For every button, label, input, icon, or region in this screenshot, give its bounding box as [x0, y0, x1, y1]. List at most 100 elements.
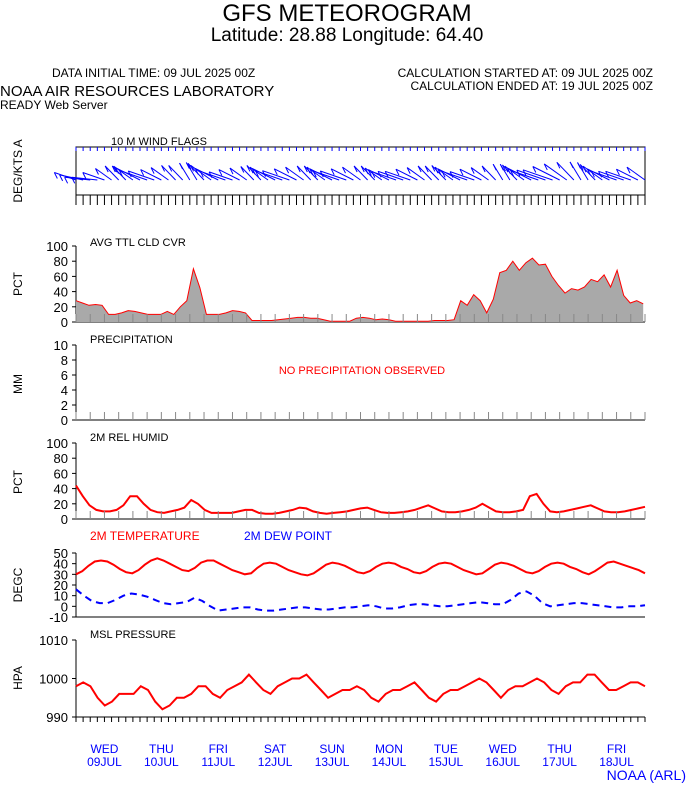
wind-barb-flag	[111, 165, 116, 173]
wind-barb-flag	[371, 171, 376, 178]
wind-barb-flag	[140, 169, 145, 176]
day-of-week-label: TUE	[434, 742, 458, 756]
wind-barb	[481, 165, 496, 181]
wind-barb	[417, 165, 432, 181]
day-of-week-label: WED	[90, 742, 118, 756]
wind-barb-flag	[582, 165, 587, 173]
wind-barb	[368, 169, 390, 181]
data-initial-time: DATA INITIAL TIME: 09 JUL 2025 00Z	[52, 66, 256, 80]
wind-panel-title: 10 M WIND FLAGS	[111, 136, 207, 148]
wind-barb	[431, 165, 447, 181]
date-label: 13JUL	[315, 755, 350, 769]
wind-barb-flag	[360, 165, 365, 173]
precip-panel-y-tick-label: 4	[61, 383, 68, 398]
wind-barb	[449, 171, 475, 181]
wind-barb	[330, 168, 354, 181]
wind-barb-flag	[208, 171, 213, 179]
wind-barb	[119, 169, 148, 181]
wind-barb-flag	[218, 169, 223, 176]
wind-barb	[274, 168, 297, 181]
wind-barb-flag	[179, 162, 183, 170]
temp-panel-y-tick-label: -10	[49, 610, 68, 625]
date-label: 09JUL	[87, 755, 122, 769]
dewpoint-line	[75, 588, 646, 612]
wind-barb	[240, 166, 255, 181]
precip-panel-y-tick-label: 8	[61, 353, 68, 368]
date-label: 12JUL	[258, 755, 293, 769]
wind-barb-flag	[113, 165, 118, 173]
temp-panel-y-tick-label: 30	[54, 567, 68, 582]
humid-panel-y-tick-label: 0	[61, 512, 68, 527]
wind-barb-flag	[449, 171, 454, 178]
wind-barb	[218, 169, 240, 181]
wind-barb-flag	[127, 170, 132, 178]
cloud-panel-y-tick-label: 60	[54, 269, 68, 284]
day-of-week-label: THU	[149, 742, 174, 756]
chart-subtitle: Latitude: 28.88 Longitude: 64.40	[210, 25, 484, 46]
pressure-panel-title: MSL PRESSURE	[90, 629, 176, 641]
wind-barb	[395, 168, 418, 181]
wind-barb-flag	[262, 170, 266, 177]
credit-label: NOAA (ARL)	[606, 767, 686, 783]
server-name: READY Web Server	[0, 98, 108, 112]
precip-panel-y-tick-label: 2	[61, 398, 68, 413]
wind-barb-flag	[431, 165, 436, 172]
wind-barb-flag	[377, 171, 382, 178]
wind-barb	[385, 170, 411, 181]
wind-barb-flag	[406, 167, 411, 174]
wind-barb	[626, 166, 646, 181]
wind-barb	[616, 168, 639, 181]
wind-barb	[532, 166, 560, 181]
wind-barb	[95, 168, 112, 181]
pressure-panel-ylabel: HPA	[11, 666, 25, 690]
wind-barb	[516, 169, 546, 181]
humid-panel-y-tick-label: 80	[54, 451, 68, 466]
wind-barb	[591, 170, 617, 181]
date-label: 11JUL	[201, 755, 235, 769]
date-label: 18JUL	[599, 755, 634, 769]
wind-barb-flag	[64, 177, 69, 184]
wind-barb-flag	[590, 171, 595, 178]
humidity-line	[75, 485, 646, 515]
wind-barb-flag	[441, 171, 446, 178]
wind-panel-frame	[75, 146, 646, 196]
wind-barb-flag	[543, 163, 548, 171]
cloud-cover-line	[75, 257, 644, 322]
cloud-cover-area	[76, 258, 644, 322]
date-label: 16JUL	[485, 755, 520, 769]
wind-barb	[208, 171, 233, 181]
day-of-week-label: FRI	[607, 742, 626, 756]
wind-barb-flag	[273, 168, 278, 176]
wind-barb	[579, 164, 596, 181]
pressure-panel-y-tick-label: 1010	[39, 633, 68, 648]
wind-barb-flag	[353, 165, 358, 173]
wind-barb	[320, 170, 347, 181]
wind-barb	[313, 170, 340, 181]
wind-barb	[104, 165, 120, 181]
wind-barb-flag	[104, 165, 109, 173]
wind-barb	[255, 170, 283, 181]
wind-barb-flag	[437, 168, 442, 176]
wind-barb-flag	[586, 168, 591, 176]
temp-legend-label: 2M TEMPERATURE	[90, 529, 200, 543]
wind-barb	[377, 170, 404, 181]
calculation-ended: CALCULATION ENDED AT: 19 JUL 2025 00Z	[410, 79, 653, 93]
wind-barb	[522, 169, 553, 181]
wind-barb-flag	[492, 163, 497, 171]
precip-panel-title: PRECIPITATION	[90, 334, 173, 346]
wind-barb-flag	[502, 164, 506, 172]
date-label: 15JUL	[429, 755, 464, 769]
wind-barb	[605, 170, 631, 181]
no-precip-message: NO PRECIPITATION OBSERVED	[279, 365, 445, 377]
wind-barb-flag	[249, 166, 254, 174]
wind-barb-flag	[577, 162, 581, 169]
wind-barb-flag	[395, 168, 400, 176]
wind-barb	[342, 166, 361, 181]
cloud-panel-y-tick-label: 40	[54, 285, 68, 300]
wind-barb-flag	[507, 167, 511, 175]
humid-panel-ylabel: PCT	[11, 469, 25, 494]
wind-barb-flag	[296, 165, 301, 173]
wind-barb-flag	[199, 171, 204, 178]
wind-barb	[168, 165, 184, 181]
wind-barb-flag	[342, 166, 346, 174]
